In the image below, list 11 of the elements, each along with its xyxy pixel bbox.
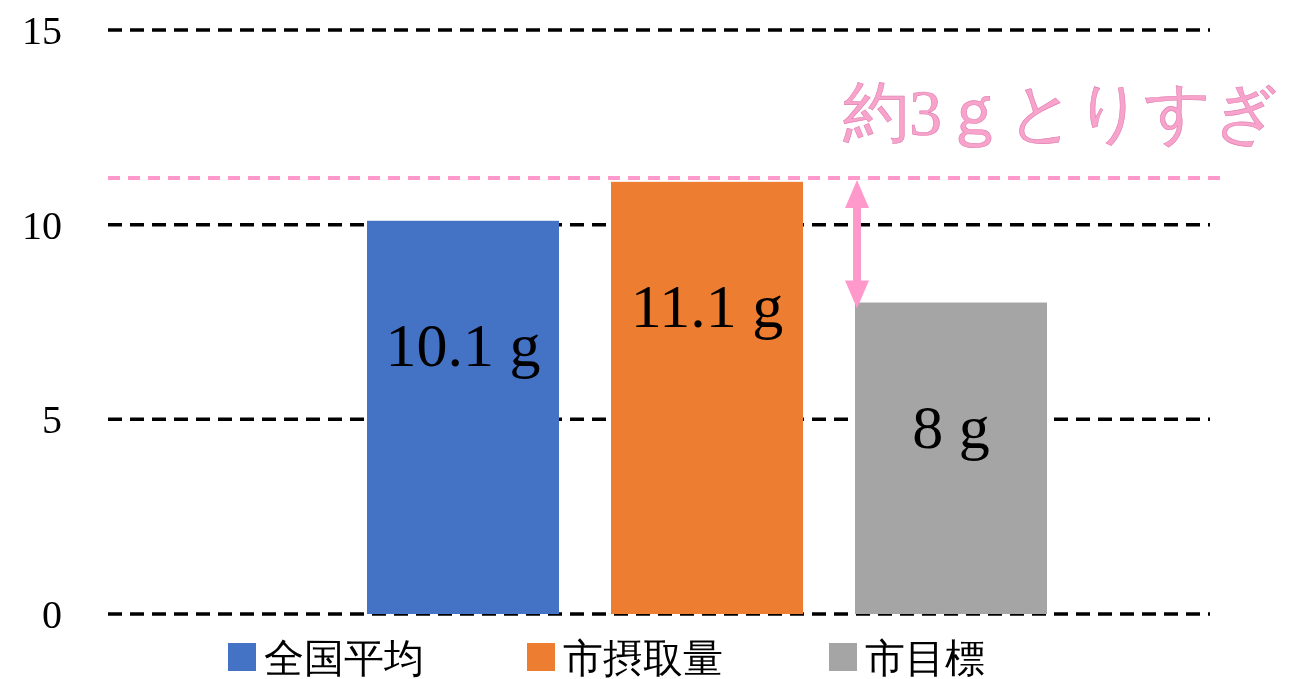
y-tick-label: 10	[22, 202, 62, 248]
y-tick-label: 5	[42, 397, 62, 443]
data-label: 10.1 g	[385, 310, 541, 379]
data-label: 8 g	[912, 392, 990, 461]
legend-label: 全国平均	[264, 635, 424, 679]
legend-label: 市摂取量	[563, 635, 723, 679]
y-tick-label: 15	[22, 8, 62, 53]
legend-label: 市目標	[865, 635, 985, 679]
data-label: 11.1 g	[630, 271, 784, 340]
y-tick-label: 0	[42, 592, 62, 637]
annotation: 約3ｇとりすぎ	[843, 76, 1280, 149]
